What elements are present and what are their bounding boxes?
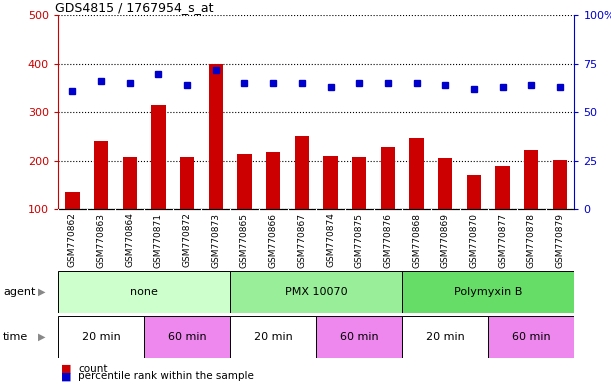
Bar [208, 64, 223, 209]
Bar [230, 316, 316, 358]
Bar [467, 175, 481, 209]
Text: GSM770870: GSM770870 [469, 212, 478, 268]
Text: GSM770862: GSM770862 [68, 213, 77, 267]
Text: 60 min: 60 min [168, 332, 207, 342]
Text: 60 min: 60 min [340, 332, 379, 342]
Text: GSM770868: GSM770868 [412, 212, 421, 268]
Bar [94, 141, 108, 209]
Text: GSM770869: GSM770869 [441, 212, 450, 268]
Text: 20 min: 20 min [82, 332, 120, 342]
Text: agent: agent [3, 287, 35, 297]
Bar [180, 157, 194, 209]
Text: ▶: ▶ [38, 287, 45, 297]
Text: count: count [78, 364, 108, 374]
Bar [65, 192, 79, 209]
Bar [488, 316, 574, 358]
Text: GSM770863: GSM770863 [97, 212, 106, 268]
Text: GSM770879: GSM770879 [555, 212, 565, 268]
Bar [323, 156, 338, 209]
Text: GDS4815 / 1767954_s_at: GDS4815 / 1767954_s_at [56, 1, 214, 14]
Bar [381, 147, 395, 209]
Text: GSM770878: GSM770878 [527, 212, 536, 268]
Bar [409, 137, 424, 209]
Text: ▶: ▶ [38, 332, 45, 342]
Bar [295, 136, 309, 209]
Bar [352, 157, 367, 209]
Text: GSM770874: GSM770874 [326, 213, 335, 267]
Text: GSM770876: GSM770876 [383, 212, 392, 268]
Text: 60 min: 60 min [512, 332, 551, 342]
Bar [144, 316, 230, 358]
Text: GSM770872: GSM770872 [183, 213, 192, 267]
Text: GSM770864: GSM770864 [125, 213, 134, 267]
Bar [237, 154, 252, 209]
Text: none: none [130, 287, 158, 297]
Text: GSM770865: GSM770865 [240, 212, 249, 268]
Text: GSM770867: GSM770867 [298, 212, 306, 268]
Bar [316, 316, 402, 358]
Bar [496, 166, 510, 209]
Text: GSM770875: GSM770875 [355, 212, 364, 268]
Text: percentile rank within the sample: percentile rank within the sample [78, 371, 254, 381]
Text: GSM770873: GSM770873 [211, 212, 221, 268]
Text: ■: ■ [61, 364, 71, 374]
Bar [123, 157, 137, 209]
Text: 20 min: 20 min [426, 332, 464, 342]
Text: GSM770877: GSM770877 [498, 212, 507, 268]
Bar [152, 105, 166, 209]
Bar [524, 150, 538, 209]
Bar [266, 152, 280, 209]
Text: GSM770871: GSM770871 [154, 212, 163, 268]
Bar [58, 271, 230, 313]
Text: ■: ■ [61, 371, 71, 381]
Bar [553, 160, 567, 209]
Text: PMX 10070: PMX 10070 [285, 287, 348, 297]
Text: 20 min: 20 min [254, 332, 293, 342]
Bar [438, 158, 452, 209]
Text: time: time [3, 332, 28, 342]
Bar [58, 316, 144, 358]
Bar [230, 271, 402, 313]
Text: Polymyxin B: Polymyxin B [454, 287, 522, 297]
Text: GSM770866: GSM770866 [269, 212, 277, 268]
Bar [402, 316, 488, 358]
Bar [402, 271, 574, 313]
